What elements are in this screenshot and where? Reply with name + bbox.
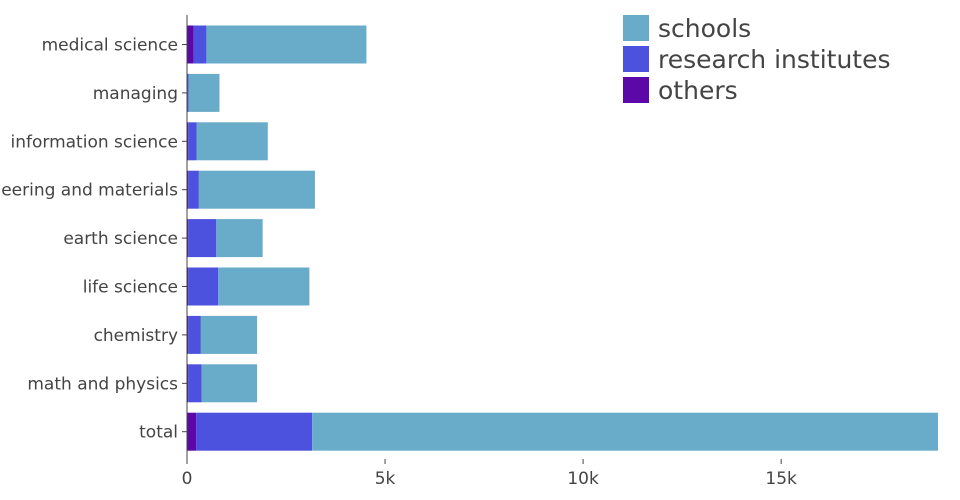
bar-others-information-science[interactable] (187, 122, 189, 161)
category-label-total: total (139, 423, 178, 443)
legend-item-others[interactable]: others (623, 76, 738, 105)
legend-label-schools: schools (658, 14, 751, 43)
category-label-managing: managing (93, 84, 178, 104)
legend-swatch-research-institutes (623, 46, 649, 72)
category-label-math-and-physics: math and physics (27, 374, 178, 394)
bar-others-engineering-and-materials[interactable] (187, 170, 189, 209)
category-label-information-science: information science (11, 132, 179, 152)
bar-research-institutes-life-science[interactable] (188, 267, 219, 306)
x-tick-label-5k: 5k (375, 469, 396, 489)
category-labels: medical science managing information scien… (0, 36, 178, 443)
bar-others-life-science[interactable] (187, 267, 189, 306)
bar-research-institutes-math-and-physics[interactable] (188, 364, 202, 403)
bar-others-earth-science[interactable] (187, 219, 189, 258)
bar-research-institutes-total[interactable] (196, 412, 313, 451)
bar-others-medical-science[interactable] (187, 25, 194, 64)
legend-item-research-institutes[interactable]: research institutes (623, 45, 891, 74)
legend-label-research-institutes: research institutes (658, 45, 891, 74)
category-label-chemistry: chemistry (94, 326, 178, 346)
bar-schools-information-science[interactable] (196, 122, 268, 161)
x-tick-label-0: 0 (182, 469, 193, 489)
bar-schools-medical-science[interactable] (206, 25, 367, 64)
bar-schools-engineering-and-materials[interactable] (198, 170, 315, 209)
bar-research-institutes-managing[interactable] (187, 73, 189, 112)
bar-research-institutes-earth-science[interactable] (188, 219, 217, 258)
bar-research-institutes-chemistry[interactable] (188, 315, 201, 354)
bar-others-total[interactable] (187, 412, 197, 451)
bar-schools-total[interactable] (312, 412, 938, 451)
bar-schools-math-and-physics[interactable] (201, 364, 258, 403)
category-label-medical-science: medical science (42, 36, 178, 56)
bar-schools-life-science[interactable] (218, 267, 310, 306)
bar-research-institutes-engineering-and-materials[interactable] (188, 170, 199, 209)
category-label-earth-science: earth science (63, 229, 178, 249)
legend-label-others: others (658, 76, 738, 105)
x-tick-labels: 0 5k 10k 15k (182, 469, 797, 489)
bar-others-math-and-physics[interactable] (187, 364, 189, 403)
legend-swatch-others (623, 77, 649, 103)
legend-item-schools[interactable]: schools (623, 14, 751, 43)
legend-swatch-schools (623, 15, 649, 41)
category-label-life-science: life science (83, 278, 178, 298)
axes-layer (182, 15, 782, 464)
bars-layer (187, 25, 938, 451)
bar-schools-earth-science[interactable] (216, 219, 263, 258)
bar-others-chemistry[interactable] (187, 315, 189, 354)
bar-research-institutes-medical-science[interactable] (193, 25, 207, 64)
bar-schools-managing[interactable] (188, 73, 220, 112)
bar-schools-chemistry[interactable] (200, 315, 258, 354)
category-label-engineering-and-materials: engineering and materials (0, 181, 178, 201)
x-tick-label-15k: 15k (765, 469, 797, 489)
x-tick-label-10k: 10k (567, 469, 599, 489)
bar-research-institutes-information-science[interactable] (188, 122, 197, 161)
